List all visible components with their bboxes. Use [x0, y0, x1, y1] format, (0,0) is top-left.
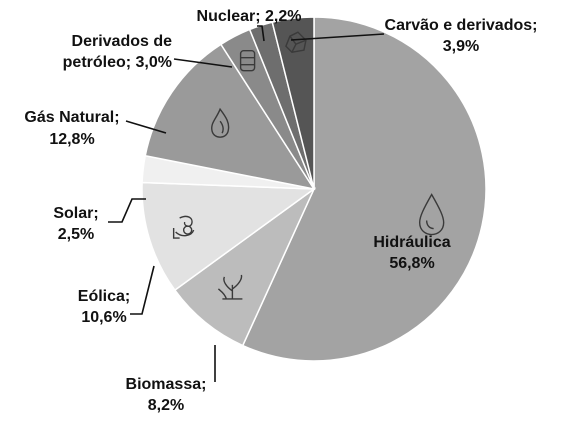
label-derivados-de-petroleo: Derivados de: [72, 33, 173, 50]
label-nuclear: Nuclear; 2,2%: [197, 8, 302, 25]
value-label-eolica: 10,6%: [81, 309, 126, 326]
wind-icon: [172, 215, 195, 239]
slice-carvao-e-derivados: [271, 16, 315, 190]
plant-icon: [217, 274, 243, 300]
value-label-solar: 2,5%: [58, 226, 94, 243]
water-drop-icon: [418, 193, 445, 236]
leader-line-carvao-e-derivados: [290, 33, 385, 41]
value-label-biomassa: 8,2%: [148, 397, 184, 414]
oil-barrel-icon: [239, 49, 256, 72]
label-eolica: Eólica;: [78, 288, 130, 305]
label-solar: Solar;: [53, 205, 98, 222]
value-label-derivados-de-petroleo: petróleo; 3,0%: [63, 54, 172, 71]
value-label-hidraulica: 56,8%: [389, 255, 434, 272]
leader-line-solar: [108, 198, 146, 223]
label-biomassa: Biomassa;: [126, 376, 207, 393]
leader-line-derivados-de-petroleo: [173, 58, 233, 68]
label-carvao-e-derivados: Carvão e derivados;: [385, 17, 538, 34]
leader-line-nuclear: [257, 25, 265, 42]
value-label-carvao-e-derivados: 3,9%: [443, 38, 479, 55]
slice-gas-natural: [144, 43, 316, 191]
label-gas-natural: Gás Natural;: [24, 109, 119, 126]
slice-hidraulica: [241, 16, 487, 362]
value-label-gas-natural: 12,8%: [49, 131, 94, 148]
slice-eolica: [141, 181, 317, 292]
label-hidraulica: Hidráulica: [373, 234, 450, 251]
coal-icon: [285, 31, 307, 53]
slice-biomassa: [173, 186, 316, 347]
leader-line-eolica: [130, 265, 155, 315]
flame-icon: [211, 107, 230, 138]
leader-line-gas-natural: [125, 120, 167, 134]
